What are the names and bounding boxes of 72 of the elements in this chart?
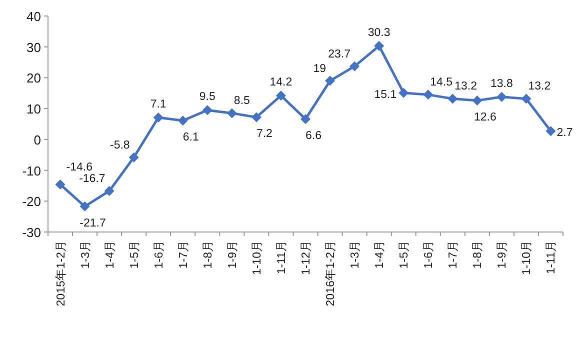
y-tick-label: 0 [34, 132, 41, 148]
point [472, 96, 482, 106]
y-tick-label: -10 [22, 163, 41, 178]
x-tick-label: 1-11月 [274, 240, 288, 274]
point [178, 116, 188, 126]
point [546, 126, 556, 136]
data-label: 14.5 [430, 76, 453, 89]
x-tick-label: 1-5月 [398, 240, 411, 269]
y-tick-label: -20 [22, 194, 41, 210]
point [55, 179, 66, 190]
data-label: 23.7 [328, 48, 351, 60]
data-label: -21.7 [80, 217, 106, 230]
data-label: 12.6 [474, 112, 496, 124]
data-label: 9.5 [199, 91, 216, 104]
x-tick-label: 1-4月 [373, 240, 386, 269]
x-tick-label: 1-8月 [201, 240, 214, 269]
data-label: 13.8 [490, 78, 513, 90]
data-label: 19 [313, 62, 326, 75]
y-tick-label: 30 [26, 40, 41, 55]
x-tick-label: 2016年1-2月 [324, 240, 338, 306]
data-label: 13.2 [454, 80, 478, 93]
y-tick-label: -30 [22, 225, 41, 240]
x-tick-label: 1-9月 [226, 240, 239, 269]
data-label: 7.1 [150, 98, 166, 111]
data-label: 30.3 [368, 26, 390, 39]
data-label: -5.8 [110, 139, 130, 152]
point [153, 112, 164, 123]
y-tick-label: 40 [26, 9, 41, 24]
point [226, 108, 237, 118]
data-label: -14.6 [66, 161, 92, 174]
x-tick-label: 1-10月 [520, 240, 534, 276]
point [325, 76, 336, 86]
y-tick-label: 20 [26, 70, 41, 86]
data-label: 6.1 [182, 132, 199, 144]
x-tick-label: 1-7月 [176, 240, 190, 269]
data-label: -16.7 [79, 172, 106, 185]
x-tick-label: 1-3月 [348, 240, 362, 269]
y-tick-label: 10 [26, 102, 41, 117]
x-tick-label: 1-5月 [128, 240, 141, 269]
point [202, 105, 212, 116]
data-label: 7.2 [256, 128, 272, 140]
point [423, 90, 434, 100]
point [374, 40, 384, 51]
x-tick-label: 1-11月 [544, 240, 558, 274]
x-tick-label: 1-6月 [152, 240, 166, 269]
data-label: 2.7 [556, 127, 573, 140]
data-label: 8.5 [234, 95, 250, 108]
point [521, 94, 532, 104]
x-tick-label: 1-3月 [78, 240, 92, 269]
x-tick-label: 1-9月 [496, 240, 509, 269]
x-tick-label: 1-4月 [103, 240, 116, 269]
point [448, 94, 458, 104]
point [104, 186, 114, 196]
x-tick-label: 2015年1-2月 [54, 240, 68, 306]
data-label: 13.2 [528, 80, 551, 93]
data-label: 6.6 [306, 130, 322, 142]
x-tick-label: 1-6月 [422, 240, 436, 269]
point [128, 152, 139, 162]
x-tick-label: 1-7月 [446, 240, 460, 269]
plot: -30 -20 -10 0 10 20 30 40 2015年1-2月 1-3月 1-4月 1-5月 1-6月 1-7月 1-8月 1-9月 1-10月 1-11月 1-12月 2016年1-2月 1-3月 1-4月 1-5月 1-6月 1-7月 1-8月 1-9月 1-10月 1-11月 -14.6 -21.7 -16.7 -5.8 7.1 6.1 9.5 8.5 7.2 14.2 6.6 19 23.7 30.3 15.1 14.5 13.2 12.6 13.8 13.2 2.7 [22, 9, 573, 306]
point [350, 61, 360, 72]
x-tick-label: 1-10月 [250, 240, 264, 276]
point [300, 114, 310, 124]
point [496, 92, 507, 102]
point [398, 88, 409, 98]
point [251, 112, 262, 122]
x-tick-label: 1-12月 [300, 240, 312, 276]
data-label: 15.1 [374, 88, 397, 101]
data-label: 14.2 [270, 76, 292, 89]
point [276, 90, 286, 101]
x-tick-label: 1-8月 [471, 240, 484, 269]
point [80, 201, 90, 212]
